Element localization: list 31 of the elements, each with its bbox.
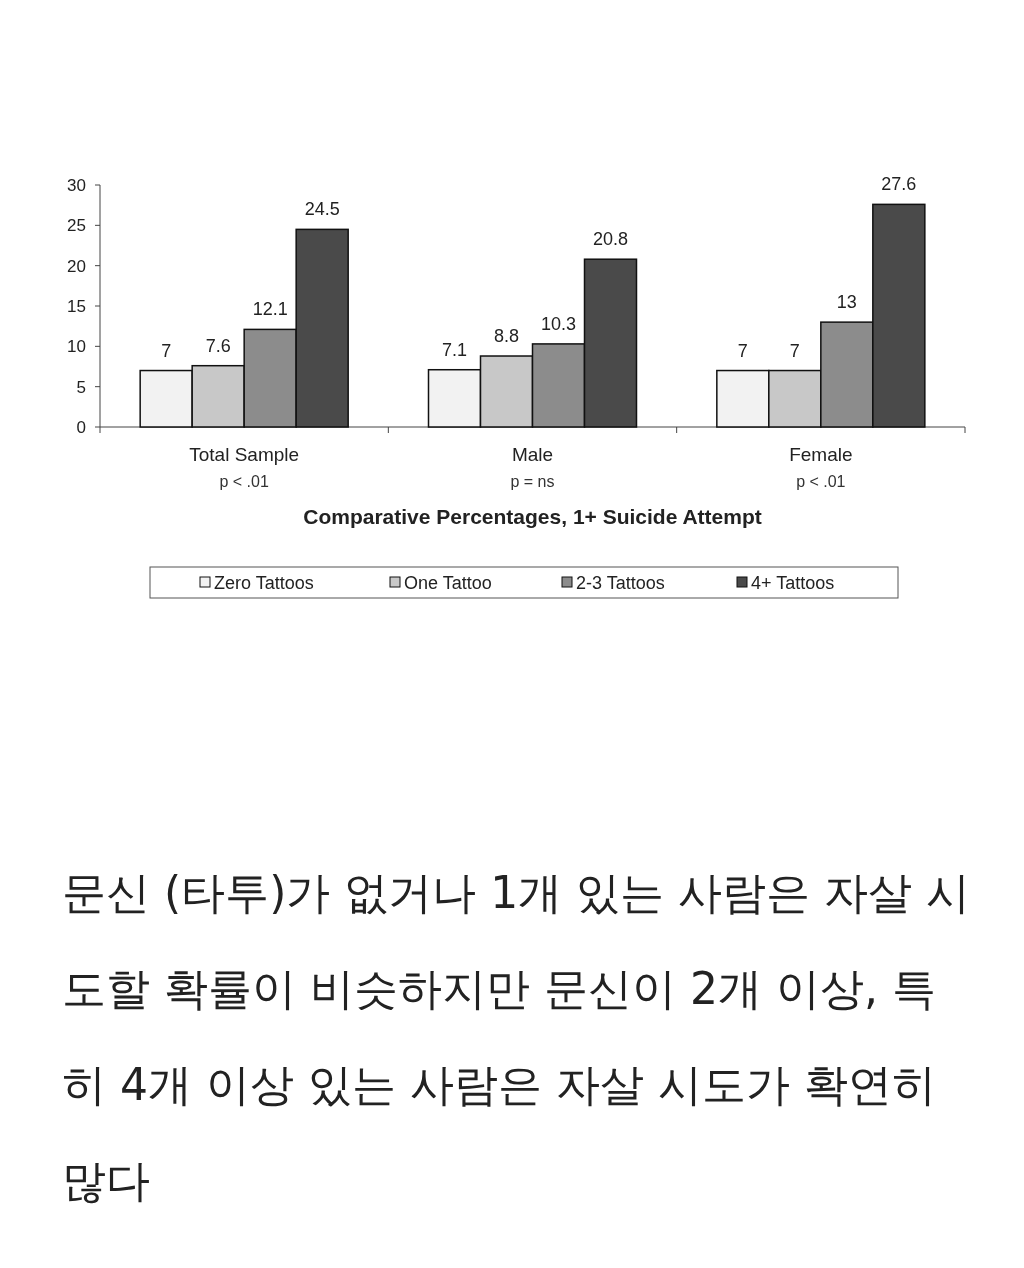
data-label: 12.1 bbox=[252, 299, 288, 320]
data-label: 24.5 bbox=[304, 199, 340, 220]
legend-label: 2-3 Tattoos bbox=[576, 573, 665, 593]
x-tick-label: Female bbox=[789, 444, 853, 465]
legend-label: Zero Tattoos bbox=[214, 573, 314, 593]
y-tick-label: 30 bbox=[67, 176, 86, 195]
text: p < .01 bbox=[796, 473, 846, 490]
data-label: 20.8 bbox=[592, 229, 629, 250]
data-label: 27.6 bbox=[881, 174, 917, 195]
data-label: 13 bbox=[836, 292, 857, 313]
y-tick-label: 20 bbox=[67, 256, 86, 276]
x-tick-label: Total Sample bbox=[189, 444, 300, 465]
data-label: 7.1 bbox=[441, 339, 468, 360]
x-tick-label: Male bbox=[511, 444, 554, 465]
data-label: 7 bbox=[737, 340, 748, 361]
data-label: 7 bbox=[161, 340, 172, 361]
text: p = ns bbox=[510, 473, 555, 490]
data-label: 10.3 bbox=[540, 313, 577, 334]
legend-label: 4+ Tattoos bbox=[751, 573, 835, 593]
legend-label: One Tattoo bbox=[404, 573, 492, 593]
y-tick-label: 10 bbox=[67, 337, 86, 357]
y-tick-label: 5 bbox=[76, 377, 86, 397]
y-tick-label: 25 bbox=[67, 216, 86, 236]
text: p < .01 bbox=[219, 473, 269, 490]
y-tick-label: 0 bbox=[76, 418, 86, 437]
data-label: 8.8 bbox=[493, 326, 520, 347]
text: 문신 (타투)가 없거나 1개 있는 사람은 자살 시도할 확률이 비슷하지만 문신이 2개 이상, 특히 4개 이상 있는 사람은 자살 시도가 확연히 많다 bbox=[62, 866, 972, 1208]
data-label: 7.6 bbox=[205, 335, 231, 356]
y-tick-label: 15 bbox=[67, 297, 86, 316]
data-label: 7 bbox=[789, 340, 800, 361]
x-axis-title: Comparative Percentages, 1+ Suicide Attempt bbox=[303, 505, 762, 528]
